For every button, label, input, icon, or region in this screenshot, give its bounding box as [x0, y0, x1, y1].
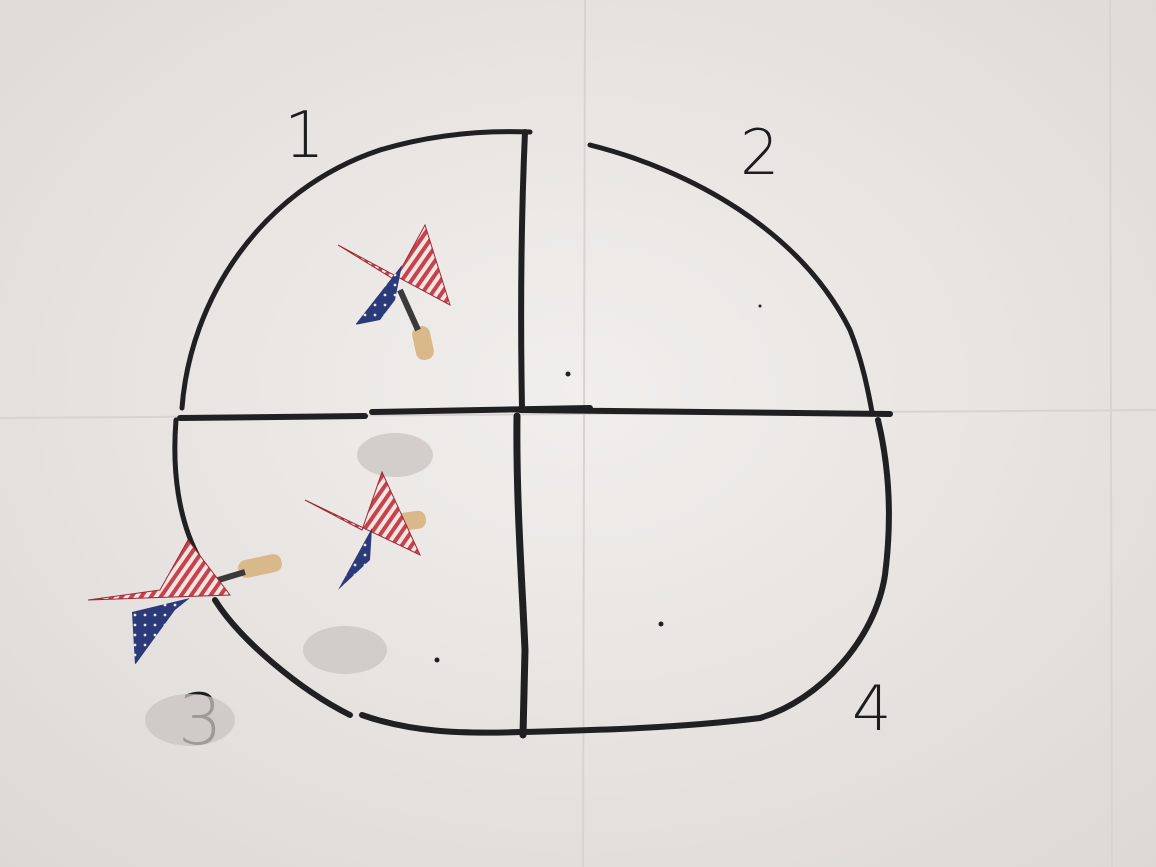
horizontal-divider: [177, 405, 893, 421]
quadrant-label-2: 2: [740, 116, 779, 189]
vertical-divider-top: [518, 129, 528, 411]
target-circle-right: [757, 417, 893, 721]
dart-barrel: [238, 554, 282, 578]
target-circle-left: [172, 417, 203, 563]
dart-shadows: [145, 433, 433, 746]
dart-flight: [355, 265, 402, 325]
dart-barrel: [412, 325, 434, 361]
dart-2: [304, 470, 427, 590]
dart-1: [337, 223, 451, 361]
dart-flight: [338, 528, 372, 590]
target-drawing: [172, 129, 893, 739]
vertical-divider-bottom: [513, 412, 529, 739]
dart-shaft: [397, 288, 421, 332]
target-circle-bottom: [212, 597, 763, 736]
dart-flight: [304, 470, 422, 557]
quadrant-label-4: 4: [852, 672, 891, 745]
dart-3: [87, 539, 282, 665]
dart-flight: [132, 598, 190, 665]
quadrant-label-1: 1: [284, 99, 325, 173]
target-circle-upper: [179, 129, 875, 415]
dart-flight: [87, 539, 231, 601]
dart-flight: [337, 223, 451, 307]
marker-dots: [434, 304, 762, 663]
